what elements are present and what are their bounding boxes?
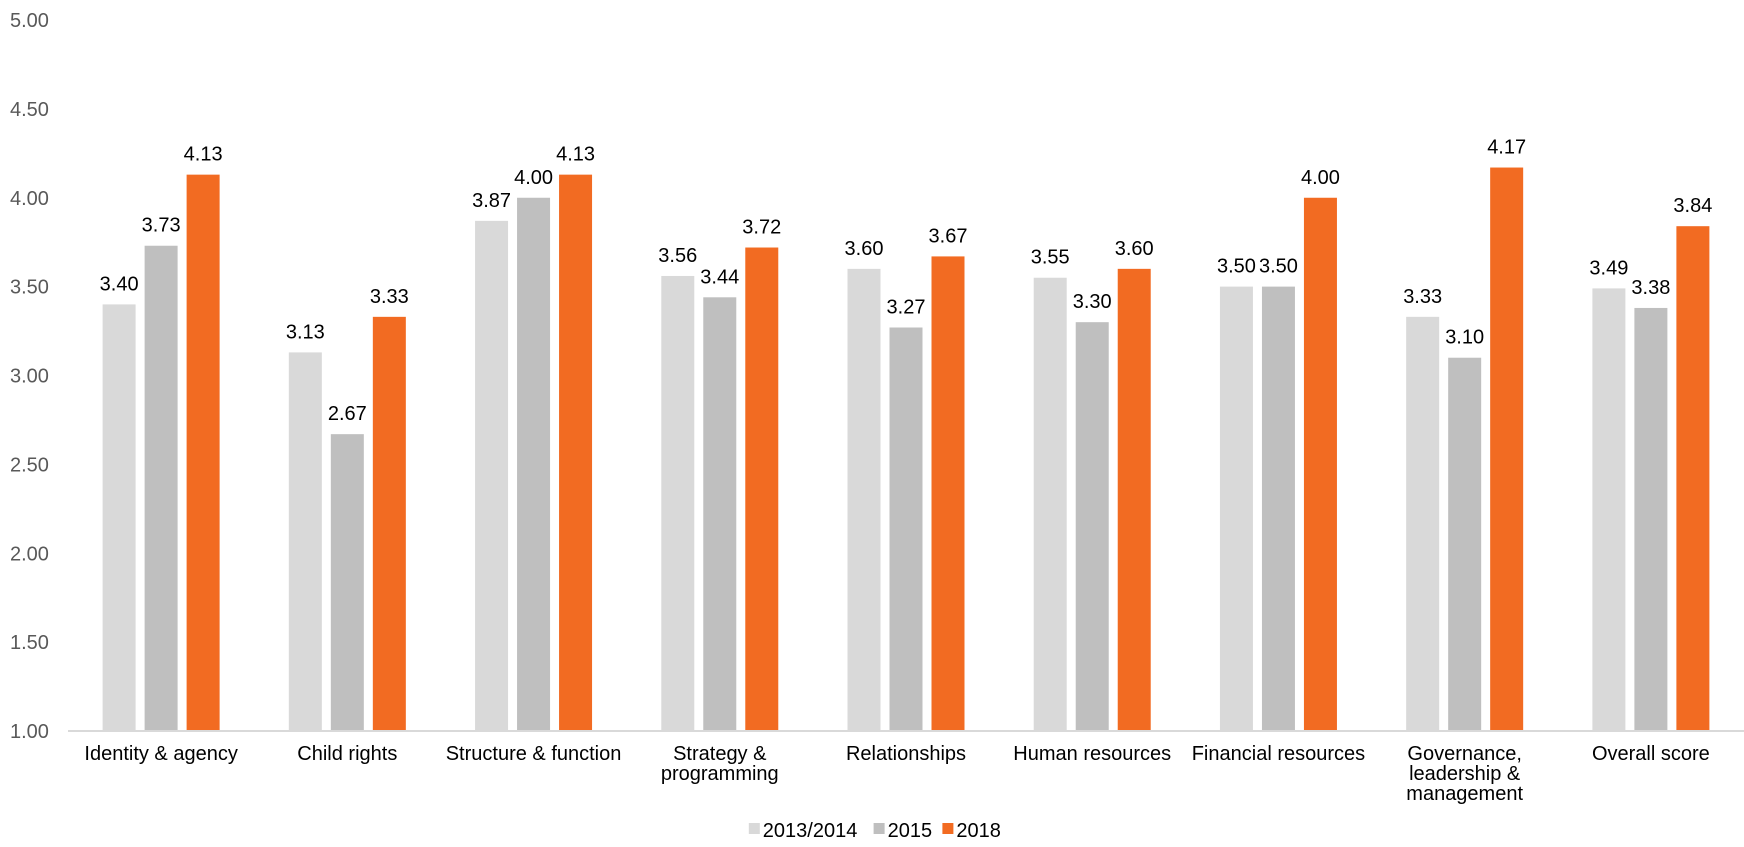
legend-swatch (748, 823, 760, 834)
y-tick-label: 5.00 (10, 10, 49, 32)
y-tick-label: 3.00 (10, 366, 49, 388)
bar (703, 297, 737, 731)
x-tick-label-line: Structure & function (446, 743, 622, 765)
y-tick-label: 2.00 (10, 543, 49, 565)
data-label: 3.84 (1673, 195, 1712, 217)
data-label: 3.72 (742, 217, 781, 239)
x-tick-label-line: management (1406, 783, 1523, 805)
data-label: 3.33 (1403, 286, 1442, 308)
x-tick-label: Identity & agency (84, 743, 237, 765)
data-label: 3.27 (887, 297, 926, 319)
bar (1075, 322, 1109, 731)
legend-item: 2015 (873, 820, 933, 842)
data-label: 2.67 (328, 403, 367, 425)
data-label: 3.40 (100, 273, 139, 295)
bar (1490, 167, 1524, 732)
x-tick-label-line: Governance, (1407, 743, 1522, 765)
bar (1448, 357, 1482, 731)
legend-label: 2018 (956, 820, 1001, 842)
x-tick-label: Human resources (1013, 743, 1171, 765)
data-label: 3.33 (370, 286, 409, 308)
bar (1406, 316, 1440, 731)
data-label: 3.60 (1115, 238, 1154, 260)
y-tick-label: 1.50 (10, 632, 49, 654)
x-tick-label-line: Child rights (297, 743, 397, 765)
bar (889, 327, 923, 731)
legend-label: 2013/2014 (763, 820, 858, 842)
x-tick-label-line: Human resources (1013, 743, 1171, 765)
data-label: 3.30 (1073, 291, 1112, 313)
x-tick-label-line: programming (661, 763, 779, 785)
bar (186, 174, 220, 731)
y-tick-label: 4.00 (10, 188, 49, 210)
y-tick-label: 1.00 (10, 721, 49, 743)
x-tick-label: Overall score (1592, 743, 1710, 765)
bar (372, 316, 406, 731)
x-tick-label: Strategy & programming (661, 743, 779, 785)
x-tick-label-line: Relationships (846, 743, 966, 765)
legend-item: 2018 (942, 820, 1001, 842)
data-label: 4.17 (1487, 137, 1526, 159)
bar (745, 247, 779, 731)
data-label: 3.50 (1217, 256, 1256, 278)
bar (1676, 226, 1710, 731)
x-tick-label: Governance, leadership & management (1406, 743, 1523, 805)
y-tick-label: 4.50 (10, 99, 49, 121)
x-tick-label-line: Identity & agency (84, 743, 237, 765)
data-label: 4.13 (556, 144, 595, 166)
data-label: 4.00 (514, 167, 553, 189)
x-tick-label: Financial resources (1192, 743, 1365, 765)
data-label: 3.55 (1031, 247, 1070, 269)
data-label: 3.67 (929, 225, 968, 247)
bar (288, 352, 322, 731)
x-tick-label: Relationships (846, 743, 966, 765)
bar (517, 197, 551, 731)
legend-swatch (873, 823, 885, 834)
y-axis: 1.00 1.50 2.00 2.50 3.00 3.50 4.00 4.50 5.00 (10, 10, 49, 743)
x-tick-label: Structure & function (446, 743, 622, 765)
bar (559, 174, 593, 731)
bar (1033, 277, 1067, 731)
x-tick-label-line: leadership & (1409, 763, 1521, 785)
bar (144, 245, 178, 731)
y-tick-label: 3.50 (10, 277, 49, 299)
data-label: 3.49 (1589, 257, 1628, 279)
bar (1117, 268, 1151, 731)
x-axis: Identity & agency Child rights Structure &… (84, 743, 1709, 805)
bar (847, 268, 881, 731)
x-tick-label: Child rights (297, 743, 397, 765)
bar (1634, 307, 1668, 731)
x-tick-label-line: Overall score (1592, 743, 1710, 765)
data-label: 4.13 (184, 144, 223, 166)
x-tick-label-line: Strategy & (673, 743, 767, 765)
data-label: 3.73 (142, 215, 181, 237)
data-label: 3.13 (286, 321, 325, 343)
legend: 2013/2014 2015 2018 (748, 820, 1001, 842)
legend-swatch (942, 823, 954, 834)
data-label: 3.87 (472, 190, 511, 212)
bar (1592, 288, 1626, 731)
bar (330, 434, 364, 731)
data-label: 4.00 (1301, 167, 1340, 189)
bar (102, 304, 136, 731)
bar (1261, 286, 1295, 731)
x-tick-label-line: Financial resources (1192, 743, 1365, 765)
y-tick-label: 2.50 (10, 454, 49, 476)
bar (475, 220, 509, 732)
data-label: 3.50 (1259, 256, 1298, 278)
bar (1303, 197, 1337, 731)
data-label: 3.44 (700, 266, 739, 288)
legend-item: 2013/2014 (748, 820, 858, 842)
data-label: 3.60 (845, 238, 884, 260)
bar (931, 256, 965, 731)
bar (1219, 286, 1253, 731)
data-label: 3.56 (658, 245, 697, 267)
bars (102, 167, 1710, 732)
bar (661, 275, 695, 731)
data-label: 3.10 (1445, 327, 1484, 349)
legend-label: 2015 (888, 820, 933, 842)
data-labels: 3.403.734.133.132.673.333.874.004.133.56… (100, 137, 1713, 426)
data-label: 3.38 (1631, 277, 1670, 299)
